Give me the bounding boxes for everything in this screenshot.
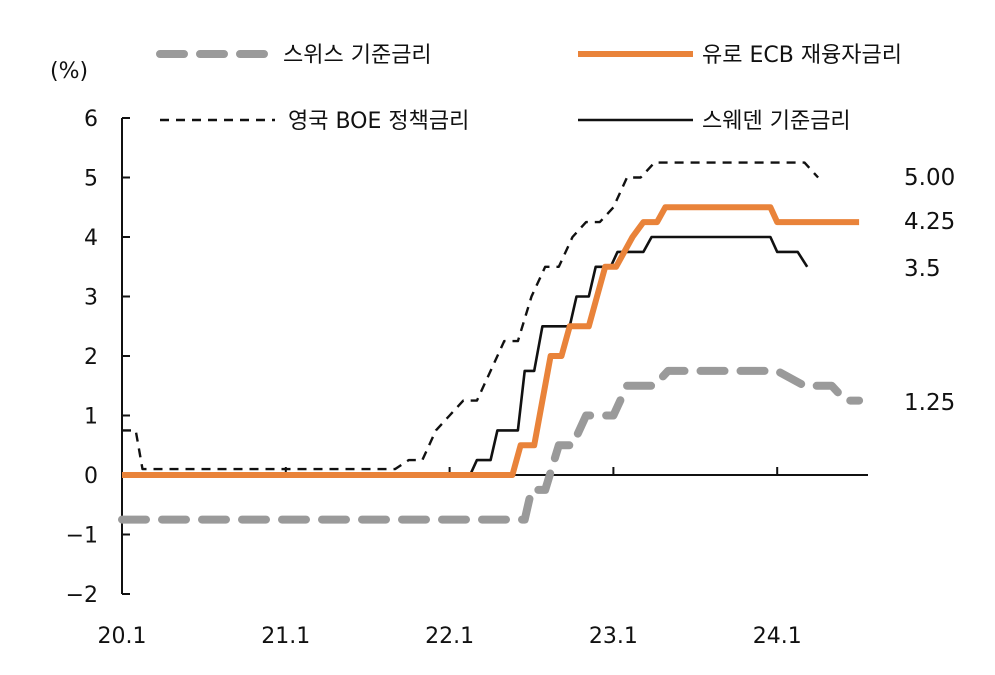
x-tick-label: 23.1 [589, 624, 638, 649]
series-line-3 [122, 235, 809, 477]
series-line-2 [122, 161, 819, 471]
x-tick-label: 20.1 [98, 624, 147, 649]
end-label-0: 1.25 [904, 390, 955, 416]
legend-label-3: 스웨덴 기준금리 [702, 109, 851, 134]
x-tick-label: 21.1 [261, 624, 310, 649]
y-tick-label: 1 [84, 405, 98, 430]
x-tick-label: 24.1 [753, 624, 802, 649]
y-tick-label: 0 [84, 464, 98, 489]
series-layer [118, 161, 864, 524]
series-line-0 [118, 366, 864, 524]
end-label-3: 3.5 [904, 256, 941, 282]
y-tick-label: 3 [84, 286, 98, 311]
series-line-1 [122, 204, 860, 478]
end-labels: 1.25 4.25 5.00 3.5 [904, 165, 955, 416]
y-tick-label: 2 [84, 345, 98, 370]
legend-label-1: 유로 ECB 재융자금리 [702, 43, 902, 68]
legend-label-0: 스위스 기준금리 [283, 43, 432, 68]
y-tick-label: −1 [66, 524, 98, 549]
y-tick-label: 4 [84, 226, 98, 251]
y-tick-label: 5 [84, 167, 98, 192]
x-tick-label: 22.1 [425, 624, 474, 649]
end-label-2: 5.00 [904, 165, 955, 191]
legend-label-2: 영국 BOE 정책금리 [288, 109, 469, 134]
y-axis-unit-label: (%) [50, 59, 88, 84]
axes: 6 5 4 3 2 1 0 −1 −2 (%) 20.1 21.1 22.1 23.1 24.1 [50, 59, 868, 649]
y-tick-label: −2 [66, 583, 98, 608]
end-label-1: 4.25 [904, 209, 955, 235]
y-tick-label: 6 [84, 107, 98, 132]
